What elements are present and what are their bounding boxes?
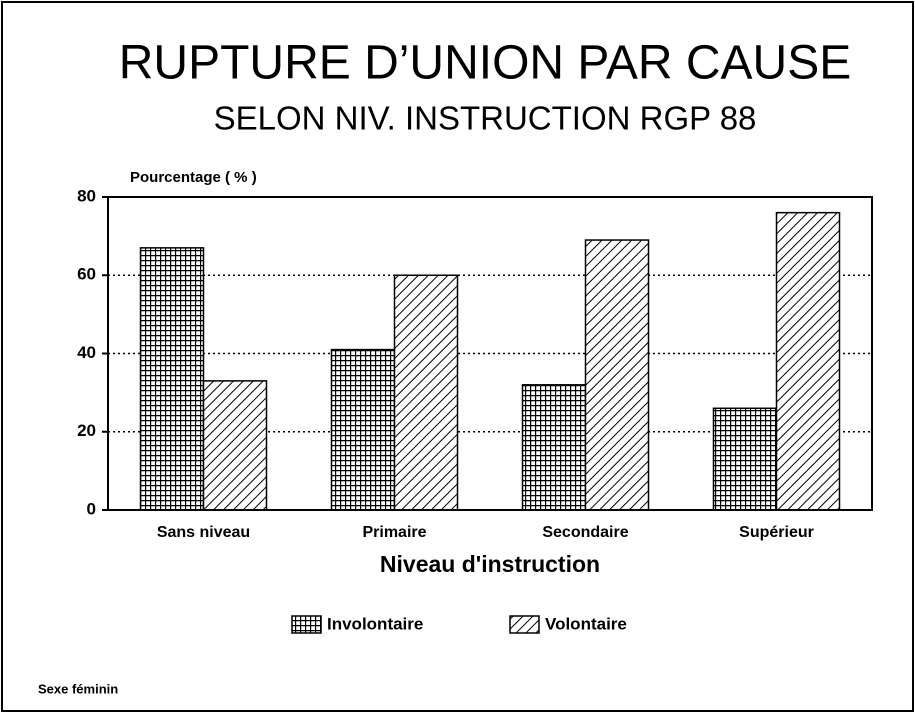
- bar: [775, 211, 841, 511]
- y-tick-label: 40: [77, 343, 96, 362]
- bar: [330, 348, 396, 511]
- bar: [393, 274, 459, 511]
- x-tick-label: Primaire: [362, 524, 426, 541]
- bar: [139, 247, 205, 511]
- y-axis-label: Pourcentage ( % ): [130, 169, 257, 186]
- chart-title: RUPTURE D’UNION PAR CAUSE: [119, 37, 852, 90]
- y-tick-label: 20: [77, 421, 96, 440]
- legend-swatch: [291, 615, 322, 634]
- x-tick-label: Sans niveau: [157, 524, 250, 541]
- x-tick-label: Supérieur: [739, 524, 814, 541]
- bar: [584, 239, 650, 511]
- legend-label: Involontaire: [327, 614, 423, 633]
- bar: [521, 384, 587, 511]
- bar: [712, 407, 778, 511]
- note: Sexe féminin: [38, 681, 118, 696]
- legend-swatch: [509, 615, 540, 634]
- y-tick-label: 60: [77, 265, 96, 284]
- bar: [202, 380, 268, 511]
- y-tick-label: 0: [87, 499, 96, 518]
- plot-frame: [107, 196, 873, 511]
- x-axis-label: Niveau d'instruction: [380, 551, 600, 577]
- y-tick-label: 80: [77, 186, 96, 205]
- legend-label: Volontaire: [545, 614, 627, 633]
- x-tick-label: Secondaire: [542, 524, 628, 541]
- chart-subtitle: SELON NIV. INSTRUCTION RGP 88: [214, 100, 757, 137]
